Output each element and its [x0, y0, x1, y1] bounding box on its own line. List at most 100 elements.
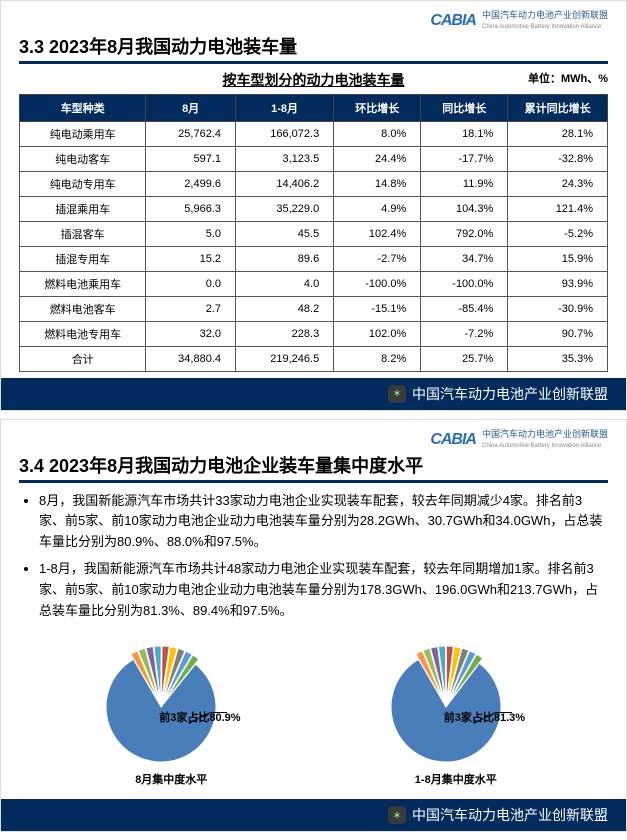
- footer-text: 中国汽车动力电池产业创新联盟: [412, 384, 608, 404]
- table-row: 插混专用车15.289.6-2.7%34.7%15.9%: [20, 246, 608, 271]
- table-cell: 8.2%: [334, 346, 421, 371]
- pie-right-wrap: 前3家占比81.3%: [376, 637, 536, 767]
- charts-row: 前3家占比80.9% 8月集中度水平 前3家占比81.3% 1-8月集中度水平: [19, 637, 608, 793]
- table-cell: 2,499.6: [146, 171, 236, 196]
- brand-en-2: China Automotive Battery Innovation Alli…: [482, 443, 601, 449]
- wechat-icon-2: ✶: [388, 806, 406, 824]
- table-cell: 48.2: [236, 296, 334, 321]
- table-header-cell: 车型种类: [20, 94, 146, 121]
- brand-text: 中国汽车动力电池产业创新联盟 China Automotive Battery …: [482, 11, 608, 31]
- table-cell: 228.3: [236, 321, 334, 346]
- section-title-1: 3.3 2023年8月我国动力电池装车量: [19, 33, 608, 64]
- table-cell: 燃料电池乘用车: [20, 271, 146, 296]
- table-cell: -2.7%: [334, 246, 421, 271]
- pie-right-label: 前3家占比81.3%: [444, 709, 525, 725]
- table-cell: 3,123.5: [236, 146, 334, 171]
- table-cell: 102.4%: [334, 221, 421, 246]
- table-row: 燃料电池专用车32.0228.3102.0%-7.2%90.7%: [20, 321, 608, 346]
- pie-right-caption: 1-8月集中度水平: [376, 771, 536, 787]
- table-cell: 24.3%: [508, 171, 608, 196]
- pie-chart-left: 前3家占比80.9% 8月集中度水平: [91, 637, 251, 787]
- table-cell: -30.9%: [508, 296, 608, 321]
- table-cell: 18.1%: [421, 121, 508, 146]
- table-cell: 合计: [20, 346, 146, 371]
- table-cell: 0.0: [146, 271, 236, 296]
- table-cell: -85.4%: [421, 296, 508, 321]
- table-unit: 单位：MWh、%: [528, 70, 608, 86]
- data-table: 车型种类8月1-8月环比增长同比增长累计同比增长 纯电动乘用车25,762.41…: [19, 94, 608, 372]
- table-cell: 34.7%: [421, 246, 508, 271]
- table-cell: 35.3%: [508, 346, 608, 371]
- table-cell: 89.6: [236, 246, 334, 271]
- table-cell: 24.4%: [334, 146, 421, 171]
- bullet-list: 8月，我国新能源汽车市场共计33家动力电池企业实现装车配套，较去年同期减少4家。…: [19, 491, 608, 622]
- bullet-item: 8月，我国新能源汽车市场共计33家动力电池企业实现装车配套，较去年同期减少4家。…: [39, 491, 608, 553]
- pie-left-caption: 8月集中度水平: [91, 771, 251, 787]
- table-cell: 25,762.4: [146, 121, 236, 146]
- table-row: 插混客车5.045.5102.4%792.0%-5.2%: [20, 221, 608, 246]
- brand-logo-icon: CABIA: [430, 12, 476, 30]
- brand-en: China Automotive Battery Innovation Alli…: [482, 24, 601, 30]
- table-cell: 14,406.2: [236, 171, 334, 196]
- wechat-icon: ✶: [388, 385, 406, 403]
- table-cell: 纯电动专用车: [20, 171, 146, 196]
- table-cell: 32.0: [146, 321, 236, 346]
- table-cell: 4.0: [236, 271, 334, 296]
- table-cell: 34,880.4: [146, 346, 236, 371]
- pie-left-label: 前3家占比80.9%: [159, 709, 240, 725]
- table-cell: 90.7%: [508, 321, 608, 346]
- slide-1: CABIA 中国汽车动力电池产业创新联盟 China Automotive Ba…: [0, 0, 627, 411]
- brand-logo-icon-2: CABIA: [430, 431, 476, 449]
- table-cell: 15.2: [146, 246, 236, 271]
- table-row: 插混乘用车5,966.335,229.04.9%104.3%121.4%: [20, 196, 608, 221]
- table-cell: 8.0%: [334, 121, 421, 146]
- table-header-cell: 8月: [146, 94, 236, 121]
- brand-text-2: 中国汽车动力电池产业创新联盟 China Automotive Battery …: [482, 430, 608, 450]
- table-cell: 35,229.0: [236, 196, 334, 221]
- table-header-cell: 累计同比增长: [508, 94, 608, 121]
- table-title-row: 按车型划分的动力电池装车量 单位：MWh、%: [19, 70, 608, 90]
- table-cell: 11.9%: [421, 171, 508, 196]
- table-cell: 28.1%: [508, 121, 608, 146]
- footer-bar-1: ✶ 中国汽车动力电池产业创新联盟: [1, 378, 626, 410]
- footer-text-2: 中国汽车动力电池产业创新联盟: [412, 805, 608, 825]
- table-cell: 102.0%: [334, 321, 421, 346]
- brand-cn-2: 中国汽车动力电池产业创新联盟: [482, 429, 608, 439]
- table-cell: 121.4%: [508, 196, 608, 221]
- table-row: 合计34,880.4219,246.58.2%25.7%35.3%: [20, 346, 608, 371]
- table-row: 燃料电池乘用车0.04.0-100.0%-100.0%93.9%: [20, 271, 608, 296]
- table-cell: 2.7: [146, 296, 236, 321]
- brand-header-2: CABIA 中国汽车动力电池产业创新联盟 China Automotive Ba…: [19, 430, 608, 450]
- table-cell: 纯电动乘用车: [20, 121, 146, 146]
- table-title: 按车型划分的动力电池装车量: [223, 70, 405, 90]
- table-row: 纯电动专用车2,499.614,406.214.8%11.9%24.3%: [20, 171, 608, 196]
- table-row: 燃料电池客车2.748.2-15.1%-85.4%-30.9%: [20, 296, 608, 321]
- table-header-cell: 同比增长: [421, 94, 508, 121]
- table-cell: 104.3%: [421, 196, 508, 221]
- pie-left-wrap: 前3家占比80.9%: [91, 637, 251, 767]
- table-cell: -100.0%: [334, 271, 421, 296]
- pie-left-svg: [91, 637, 251, 767]
- table-cell: 14.8%: [334, 171, 421, 196]
- table-header-cell: 环比增长: [334, 94, 421, 121]
- table-cell: 纯电动客车: [20, 146, 146, 171]
- table-cell: 25.7%: [421, 346, 508, 371]
- table-cell: 燃料电池专用车: [20, 321, 146, 346]
- brand-header: CABIA 中国汽车动力电池产业创新联盟 China Automotive Ba…: [19, 11, 608, 31]
- bullet-item: 1-8月，我国新能源汽车市场共计48家动力电池企业实现装车配套，较去年同期增加1…: [39, 559, 608, 621]
- table-cell: 插混乘用车: [20, 196, 146, 221]
- table-cell: -15.1%: [334, 296, 421, 321]
- table-cell: 93.9%: [508, 271, 608, 296]
- slide-2: CABIA 中国汽车动力电池产业创新联盟 China Automotive Ba…: [0, 419, 627, 833]
- table-cell: -32.8%: [508, 146, 608, 171]
- table-cell: 792.0%: [421, 221, 508, 246]
- table-cell: 597.1: [146, 146, 236, 171]
- section-title-2: 3.4 2023年8月我国动力电池企业装车量集中度水平: [19, 452, 608, 483]
- table-cell: 15.9%: [508, 246, 608, 271]
- pie-right-svg: [376, 637, 536, 767]
- table-cell: -5.2%: [508, 221, 608, 246]
- table-row: 纯电动乘用车25,762.4166,072.38.0%18.1%28.1%: [20, 121, 608, 146]
- table-cell: 219,246.5: [236, 346, 334, 371]
- table-cell: 5,966.3: [146, 196, 236, 221]
- brand-cn: 中国汽车动力电池产业创新联盟: [482, 10, 608, 20]
